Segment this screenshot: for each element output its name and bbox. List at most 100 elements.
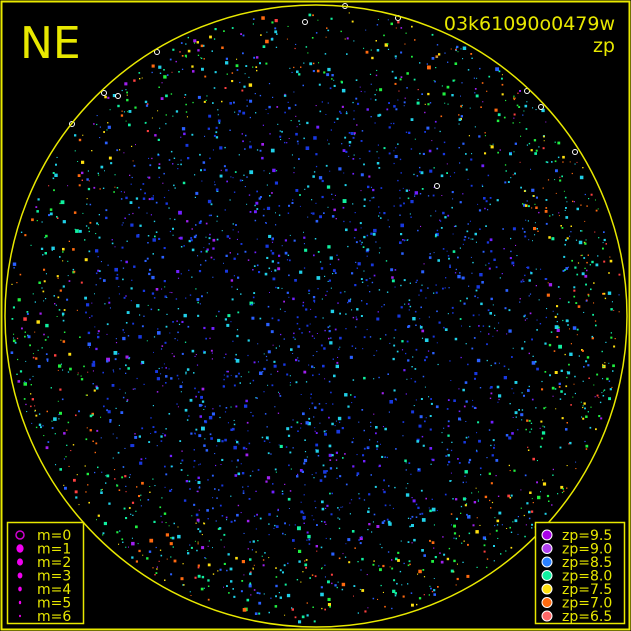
star-point — [378, 167, 381, 169]
star-point — [384, 605, 386, 608]
star-point — [114, 358, 117, 361]
star-point — [452, 312, 454, 314]
star-point — [593, 282, 595, 284]
star-point — [190, 595, 192, 596]
star-point — [604, 297, 607, 300]
star-point — [534, 152, 537, 155]
star-point — [541, 388, 544, 391]
star-point — [486, 457, 488, 459]
star-point — [513, 392, 515, 394]
star-point — [67, 260, 69, 262]
star-point — [272, 96, 274, 98]
star-point — [561, 491, 564, 494]
star-point — [233, 595, 236, 598]
star-point — [169, 454, 173, 458]
star-point — [581, 254, 583, 256]
star-point — [499, 277, 501, 279]
star-point — [489, 499, 491, 502]
star-point — [494, 517, 496, 519]
star-point — [131, 501, 135, 504]
star-point — [226, 180, 228, 183]
star-point — [240, 293, 242, 295]
star-point — [165, 114, 167, 116]
star-point — [476, 517, 478, 519]
star-point — [218, 122, 221, 124]
star-point — [405, 469, 407, 471]
star-point — [41, 347, 43, 349]
star-point — [608, 362, 610, 364]
star-point — [215, 136, 219, 139]
star-point — [489, 397, 492, 399]
star-point — [402, 595, 405, 598]
star-point — [312, 212, 315, 215]
star-point — [292, 419, 294, 421]
star-point — [542, 147, 545, 150]
star-point — [230, 406, 232, 408]
star-point — [120, 198, 123, 200]
star-point — [31, 218, 34, 222]
star-point — [201, 295, 203, 298]
star-point — [57, 296, 60, 299]
star-point — [285, 446, 288, 448]
star-point — [402, 239, 404, 241]
star-point — [522, 227, 524, 229]
star-point — [304, 560, 306, 562]
star-point — [484, 207, 486, 210]
star-point — [203, 58, 205, 60]
star-point — [266, 476, 271, 480]
star-point — [267, 439, 269, 441]
star-point — [87, 331, 91, 335]
star-point — [562, 161, 564, 163]
star-point — [165, 522, 167, 524]
star-point — [135, 197, 139, 200]
star-point — [417, 98, 419, 101]
star-point — [378, 464, 381, 467]
star-point — [380, 584, 382, 587]
star-point — [161, 255, 165, 259]
star-point — [399, 204, 402, 207]
star-point — [542, 187, 544, 189]
star-point — [519, 298, 521, 300]
star-point — [109, 419, 112, 422]
star-point — [92, 360, 96, 364]
star-point — [118, 424, 120, 426]
star-point — [200, 169, 202, 172]
star-point — [77, 374, 79, 376]
star-point — [580, 230, 582, 232]
star-point — [132, 322, 135, 325]
star-point — [341, 105, 344, 108]
star-point — [203, 247, 205, 249]
star-point — [415, 516, 418, 518]
star-point — [476, 77, 478, 79]
star-point — [268, 557, 270, 559]
star-point — [424, 386, 426, 388]
star-point — [266, 206, 271, 210]
star-point — [318, 176, 323, 180]
star-point — [199, 530, 202, 533]
star-point — [366, 303, 368, 305]
star-point — [283, 338, 285, 340]
star-point — [131, 279, 133, 281]
star-point — [69, 367, 72, 371]
star-point — [193, 39, 197, 43]
star-point — [116, 273, 119, 276]
star-point — [306, 324, 309, 327]
star-point — [107, 264, 109, 266]
star-point — [194, 432, 196, 434]
star-point — [489, 238, 493, 242]
star-point — [606, 377, 609, 381]
star-point — [314, 575, 317, 578]
star-point — [396, 582, 398, 585]
star-point — [290, 468, 292, 470]
star-point — [246, 598, 250, 602]
star-point — [337, 356, 339, 358]
star-point — [548, 236, 551, 239]
star-point — [488, 325, 491, 328]
star-point — [120, 411, 124, 414]
star-point — [277, 508, 279, 511]
star-point — [568, 363, 570, 366]
star-point — [269, 172, 271, 174]
star-point — [128, 507, 131, 509]
star-point — [221, 458, 224, 461]
star-point — [157, 309, 160, 311]
